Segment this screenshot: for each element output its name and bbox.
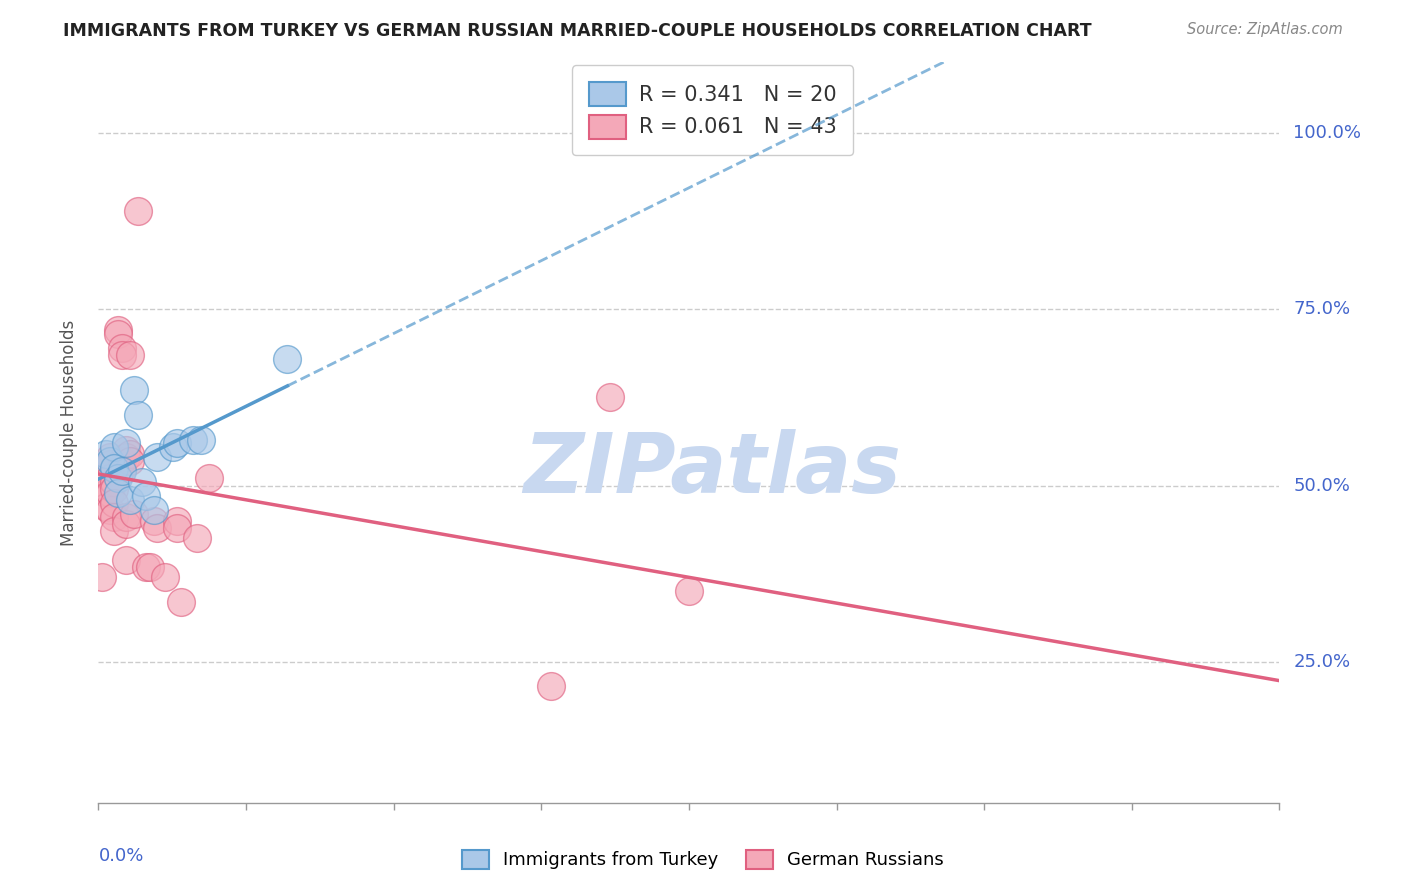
Point [146,521,169,535]
Point [146,450,169,465]
Text: IMMIGRANTS FROM TURKEY VS GERMAN RUSSIAN MARRIED-COUPLE HOUSEHOLDS CORRELATION C: IMMIGRANTS FROM TURKEY VS GERMAN RUSSIAN… [63,22,1092,40]
Point [166,521,188,535]
Point [131,475,153,489]
Text: 100.0%: 100.0% [1294,124,1361,142]
Point [107,471,129,485]
Point [111,461,134,475]
Y-axis label: Married-couple Households: Married-couple Households [59,319,77,546]
Text: 0.0%: 0.0% [98,847,143,865]
Point [162,440,184,454]
Text: 50.0%: 50.0% [1294,476,1350,494]
Point [115,436,138,450]
Point [118,348,141,362]
Point [115,510,138,524]
Point [98,503,121,517]
Point [111,464,134,478]
Point [118,447,141,461]
Text: 75.0%: 75.0% [1294,301,1351,318]
Point [107,323,129,337]
Point [118,492,141,507]
Point [98,450,121,465]
Point [276,351,298,366]
Legend: Immigrants from Turkey, German Russians: Immigrants from Turkey, German Russians [453,841,953,879]
Point [103,496,125,510]
Text: 25.0%: 25.0% [1294,653,1351,671]
Point [107,485,129,500]
Point [96,485,118,500]
Point [115,443,138,458]
Point [166,436,188,450]
Point [678,584,700,599]
Point [155,570,177,584]
Point [103,461,125,475]
Text: Source: ZipAtlas.com: Source: ZipAtlas.com [1187,22,1343,37]
Point [170,595,193,609]
Point [127,408,149,422]
Point [111,348,134,362]
Text: ZIPatlas: ZIPatlas [523,429,901,510]
Point [96,478,118,492]
Point [186,532,208,546]
Point [103,440,125,454]
Point [98,454,121,468]
Point [103,510,125,524]
Point [111,454,134,468]
Point [103,475,125,489]
Point [98,485,121,500]
Point [115,552,138,566]
Point [181,433,204,447]
Point [98,471,121,485]
Point [103,524,125,539]
Point [135,559,157,574]
Point [111,341,134,355]
Legend: R = 0.341   N = 20, R = 0.061   N = 43: R = 0.341 N = 20, R = 0.061 N = 43 [572,65,853,155]
Point [118,454,141,468]
Point [599,390,621,404]
Point [540,680,562,694]
Point [138,559,160,574]
Point [142,503,165,517]
Point [103,482,125,496]
Point [98,458,121,472]
Point [122,384,145,398]
Point [142,514,165,528]
Point [122,507,145,521]
Point [166,514,188,528]
Point [107,326,129,341]
Point [197,471,219,485]
Point [115,517,138,532]
Point [91,570,114,584]
Point [190,433,212,447]
Point [96,500,118,514]
Point [96,447,118,461]
Point [115,450,138,465]
Point [127,203,149,218]
Point [135,489,157,503]
